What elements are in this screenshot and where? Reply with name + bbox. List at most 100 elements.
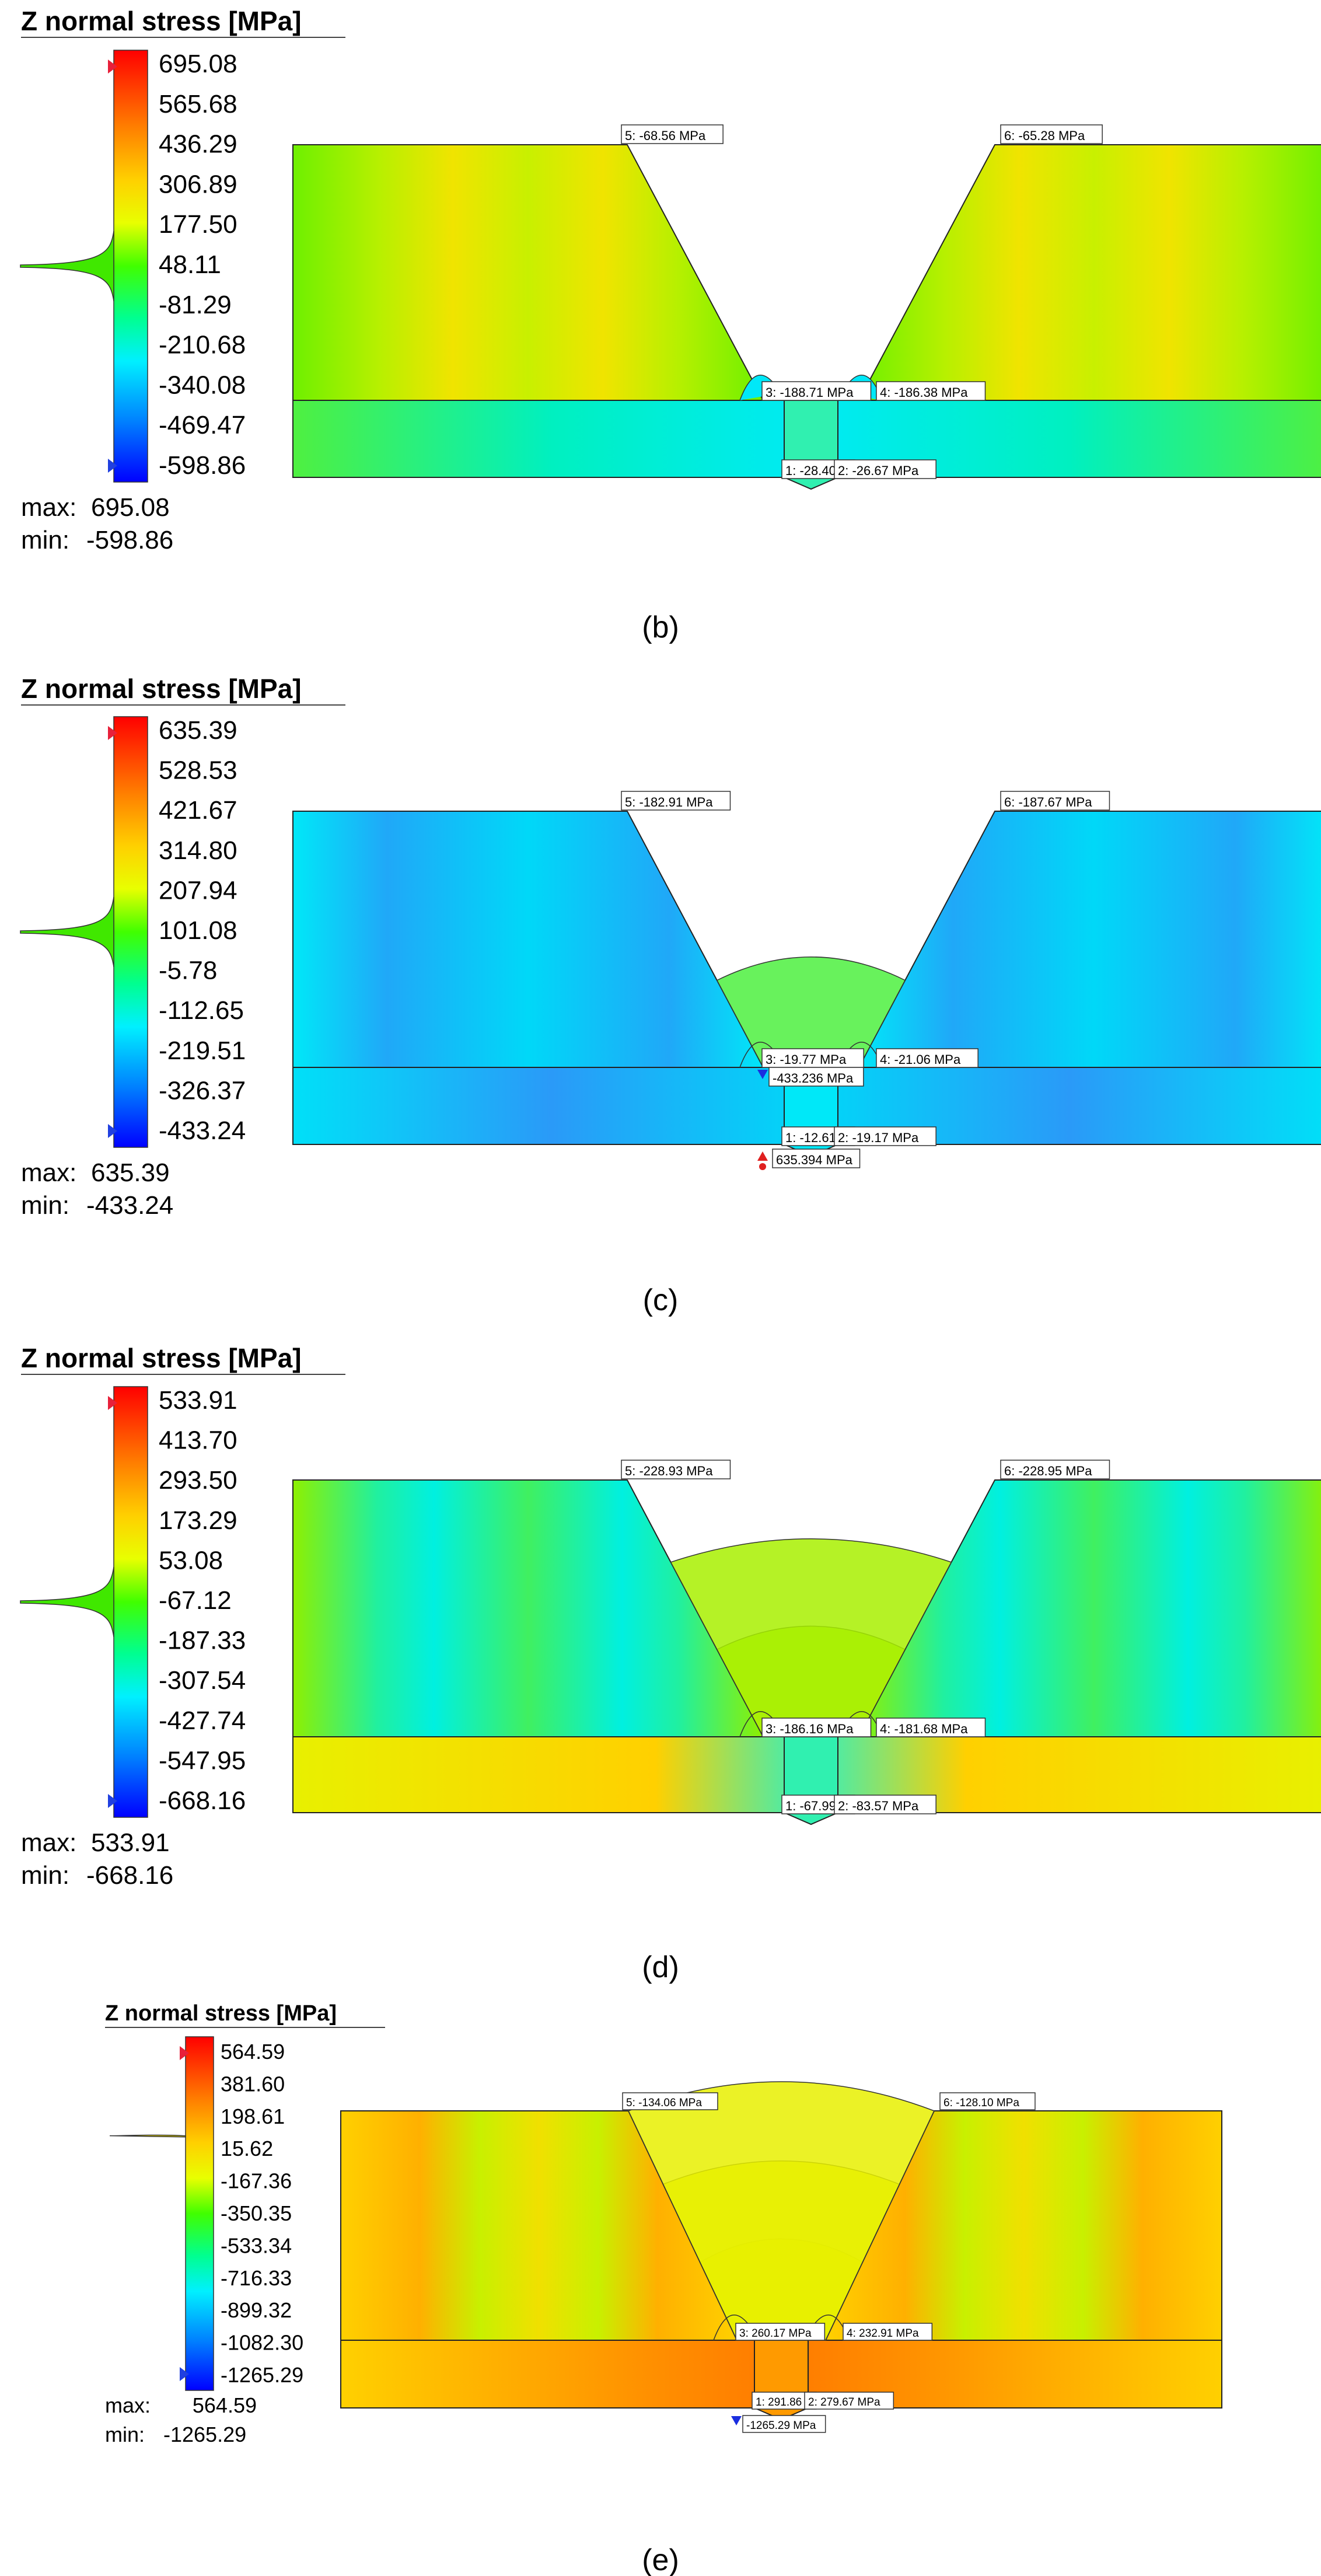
probe-3-label-box: [761, 381, 872, 401]
min-label: min:: [105, 2423, 145, 2446]
min-marker-icon: [108, 1124, 117, 1138]
probe-4-label: 4: -21.06 MPa: [880, 1052, 961, 1067]
probe-2-label: 2: -83.57 MPa: [838, 1799, 919, 1813]
max-point-dot: [759, 1163, 766, 1170]
legend-tick-label: 15.62: [221, 2137, 273, 2160]
probe-2-label-box: [834, 1126, 936, 1146]
plate-left: [292, 144, 764, 401]
probe-1-label: 1: -28.40: [785, 463, 836, 478]
legend-tick-label: -547.95: [159, 1746, 246, 1775]
probe-5-label-box: [621, 1460, 731, 1479]
panel-caption: (d): [642, 1950, 679, 1984]
legend-tick-label: -716.33: [221, 2266, 292, 2290]
max-label: max:: [21, 1828, 76, 1857]
legend-tick-label: 198.61: [221, 2104, 285, 2128]
min-marker-icon: [108, 1794, 117, 1808]
max-point-label-box: [772, 1149, 861, 1168]
probe-1-label: 1: 291.86: [756, 2396, 802, 2409]
legend-title: Z normal stress [MPa]: [21, 1343, 302, 1373]
probe-5-label-box: [621, 791, 731, 811]
legend-tick-label: 436.29: [159, 130, 237, 159]
max-label: max:: [21, 1158, 76, 1187]
max-marker-icon: [180, 2046, 189, 2060]
probe-6-label: 6: -228.95 MPa: [1004, 1464, 1092, 1478]
max-value: 533.91: [91, 1828, 170, 1857]
legend-tick-label: 48.11: [159, 250, 221, 279]
legend-tick-label: 565.68: [159, 90, 237, 118]
legend-title: Z normal stress [MPa]: [105, 2001, 337, 2026]
probe-6-label-box: [1000, 1460, 1110, 1479]
histogram-spike: [20, 896, 114, 968]
probe-3-label: 3: 260.17 MPa: [739, 2327, 812, 2340]
max-point-label: 635.394 MPa: [776, 1153, 853, 1167]
min-label: min:: [21, 1861, 69, 1890]
min-marker-icon: [108, 459, 117, 473]
panel-b: Z normal stress [MPa] 695.08 565.68 436.29 3…: [20, 6, 1321, 644]
probe-2-label: 2: -26.67 MPa: [838, 463, 919, 478]
probe-6-label: 6: -128.10 MPa: [943, 2097, 1019, 2109]
probe-1-label: 1: -12.61: [785, 1130, 836, 1145]
legend-tick-label: -5.78: [159, 957, 217, 985]
colorbar: [185, 2036, 214, 2391]
colorbar: [113, 1386, 148, 1818]
probe-5-label: 5: -228.93 MPa: [625, 1464, 713, 1478]
min-point-label: -433.236 MPa: [773, 1071, 854, 1085]
legend-title: Z normal stress [MPa]: [21, 673, 302, 704]
probe-6-label: 6: -187.67 MPa: [1004, 795, 1092, 809]
weld-pass: [670, 1538, 952, 1737]
probe-6-label-box: [939, 2092, 1036, 2110]
probe-4-label-box: [843, 2323, 933, 2341]
panel-c: Z normal stress [MPa] 635.39 528.53 421.67 3…: [20, 673, 1321, 1317]
legend-tick-label: -340.08: [159, 371, 246, 399]
min-point-icon: [757, 1070, 768, 1079]
max-point-icon: [757, 1151, 768, 1161]
legend-tick-label: 53.08: [159, 1546, 223, 1575]
panel-caption: (c): [643, 1283, 679, 1317]
panel-caption: (b): [642, 610, 679, 644]
legend-tick-label: 207.94: [159, 876, 237, 905]
plate-left: [292, 811, 764, 1068]
max-label: max:: [21, 493, 76, 522]
min-value: -433.24: [86, 1191, 173, 1220]
probe-2-label-box: [804, 2392, 894, 2410]
legend-tick-label: -1082.30: [221, 2331, 303, 2355]
legend-tick-label: -67.12: [159, 1586, 232, 1615]
colorbar: [113, 50, 148, 483]
probe-4-label: 4: -186.38 MPa: [880, 385, 968, 400]
legend-tick-label: -326.37: [159, 1076, 246, 1105]
probe-2-label: 2: -19.17 MPa: [838, 1130, 919, 1145]
probe-5-label: 5: -134.06 MPa: [626, 2097, 702, 2109]
legend-tick-label: -469.47: [159, 411, 246, 439]
probe-5-label-box: [622, 2092, 718, 2110]
probe-2-label-box: [834, 459, 936, 479]
legend-tick-label: -210.68: [159, 331, 246, 359]
probe-4-label-box: [876, 381, 986, 401]
legend-tick-label: -668.16: [159, 1786, 246, 1815]
plate-right: [858, 811, 1321, 1068]
min-label: min:: [21, 526, 69, 554]
min-point-icon: [731, 2416, 742, 2425]
legend-tick-label: -427.74: [159, 1706, 246, 1735]
probe-1-label: 1: -67.99: [785, 1799, 836, 1813]
colorbar: [113, 716, 148, 1148]
min-point-label-box: [768, 1067, 864, 1087]
panel-e: Z normal stress [MPa] 564.59 381.60 198.61 1…: [105, 2001, 1222, 2576]
weld-pass: [716, 957, 906, 1068]
probe-4-label-box: [876, 1718, 986, 1737]
max-marker-icon: [108, 60, 117, 74]
legend-tick-label: -1265.29: [221, 2363, 303, 2387]
probe-6-label-box: [1000, 791, 1110, 811]
min-marker-icon: [180, 2367, 189, 2381]
probe-4-label: 4: -181.68 MPa: [880, 1722, 968, 1736]
probe-6-label: 6: -65.28 MPa: [1004, 128, 1085, 143]
max-label: max:: [105, 2393, 151, 2417]
min-point-label-box: [742, 2415, 826, 2433]
legend-tick-label: -899.32: [221, 2298, 292, 2322]
legend-tick-label: -533.34: [221, 2233, 292, 2257]
probe-3-label-box: [735, 2323, 826, 2341]
legend-tick-label: 101.08: [159, 916, 237, 945]
legend-tick-label: 564.59: [221, 2040, 285, 2064]
legend-tick-label: -307.54: [159, 1666, 246, 1695]
probe-5-label-box: [621, 124, 724, 144]
